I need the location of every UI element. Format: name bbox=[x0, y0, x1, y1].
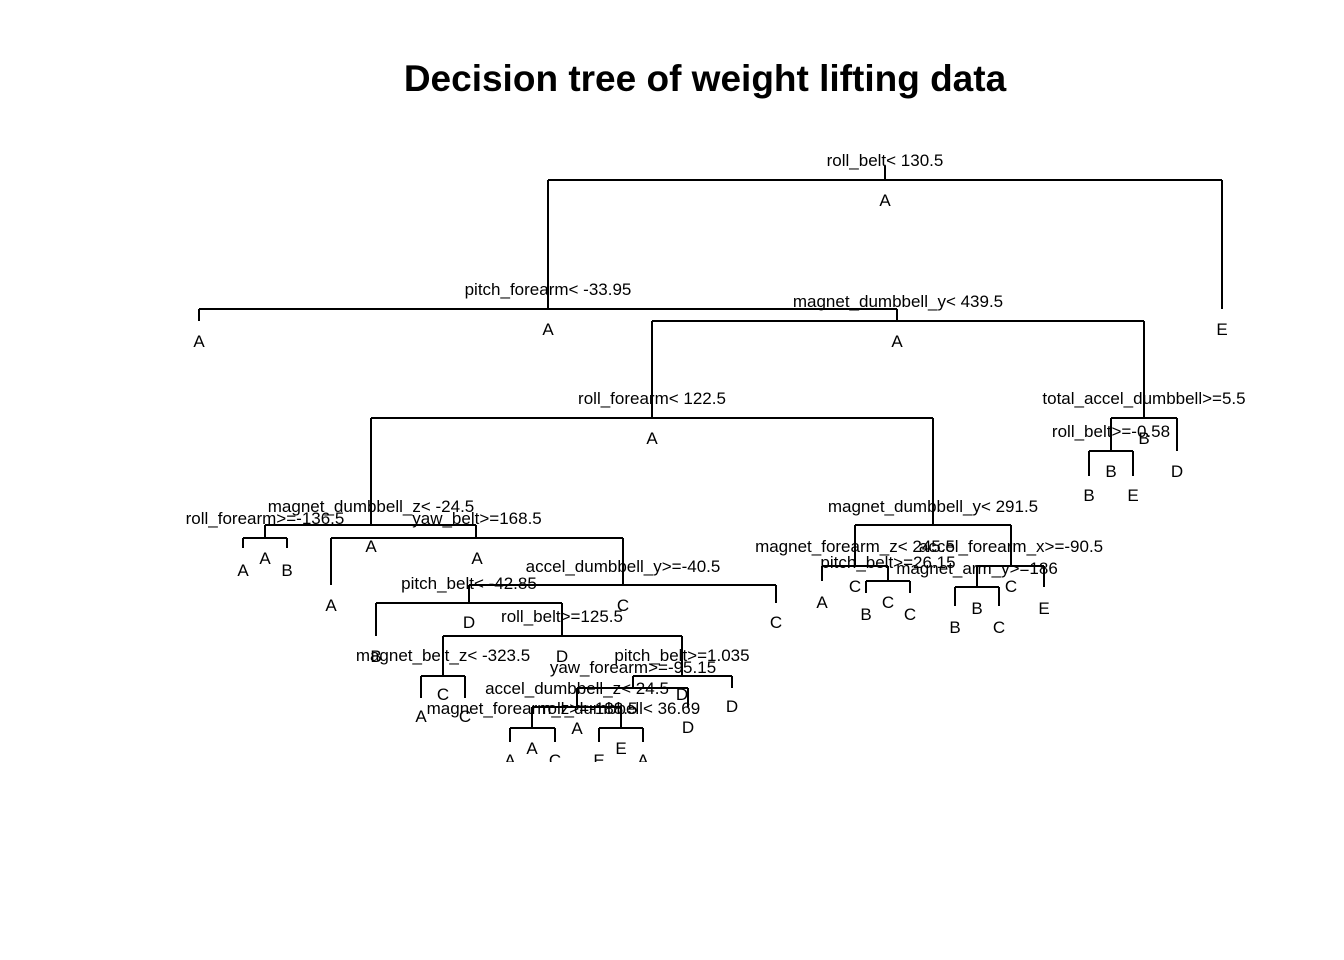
leaf-label: B bbox=[281, 561, 292, 580]
leaf-label: D bbox=[726, 697, 738, 716]
node-class-label: A bbox=[891, 332, 903, 351]
node-class-label: A bbox=[879, 191, 891, 210]
split-label: yaw_belt>=168.5 bbox=[412, 509, 542, 528]
leaf-label: B bbox=[1083, 486, 1094, 505]
split-label: accel_forearm_x>=-90.5 bbox=[919, 537, 1103, 556]
leaf-label: C bbox=[993, 618, 1005, 637]
split-label: magnet_dumbbell_z< -24.5 bbox=[268, 497, 475, 516]
node-class-label: C bbox=[437, 685, 449, 704]
node-class-label: A bbox=[259, 549, 271, 568]
leaf-label: C bbox=[459, 707, 471, 726]
leaf-label: A bbox=[237, 561, 249, 580]
node-class-label: E bbox=[615, 739, 626, 758]
leaf-label: A bbox=[415, 707, 427, 726]
node-class-label: A bbox=[365, 537, 377, 556]
split-label: yaw_forearm>=-95.15 bbox=[550, 658, 716, 677]
split-label: roll_forearm>=-136.5 bbox=[186, 509, 345, 528]
node-class-label: D bbox=[556, 647, 568, 666]
node-class-label: A bbox=[646, 429, 658, 448]
split-label: roll_belt< 130.5 bbox=[827, 151, 944, 170]
leaf-label: A bbox=[816, 593, 828, 612]
split-label: total_accel_dumbbell>=5.5 bbox=[1042, 389, 1245, 408]
split-label: pitch_belt>=26.15 bbox=[820, 553, 955, 572]
node-class-label: C bbox=[617, 596, 629, 615]
leaf-label: D bbox=[1171, 462, 1183, 481]
split-label: roll_dumbbell< 36.69 bbox=[542, 699, 700, 718]
split-label: magnet_forearm_z>=-188.5 bbox=[427, 699, 638, 718]
leaf-label: D bbox=[682, 718, 694, 737]
node-class-label: A bbox=[542, 320, 554, 339]
node-class-label: B bbox=[1138, 429, 1149, 448]
plot-clip-mask bbox=[0, 762, 1344, 960]
leaf-label: B bbox=[370, 647, 381, 666]
leaf-label: C bbox=[770, 613, 782, 632]
split-label: roll_belt>=-0.58 bbox=[1052, 422, 1170, 441]
chart-title: Decision tree of weight lifting data bbox=[403, 58, 1007, 99]
split-label: accel_dumbbell_y>=-40.5 bbox=[526, 557, 721, 576]
node-class-label: C bbox=[849, 577, 861, 596]
split-label: magnet_forearm_z< 245.5 bbox=[755, 537, 955, 556]
node-class-label: A bbox=[571, 719, 583, 738]
node-class-label: A bbox=[526, 739, 538, 758]
leaf-label: B bbox=[949, 618, 960, 637]
split-label: roll_belt>=125.5 bbox=[501, 607, 623, 626]
split-label: magnet_belt_z< -323.5 bbox=[356, 646, 530, 665]
split-label: roll_forearm< 122.5 bbox=[578, 389, 726, 408]
node-class-label: C bbox=[882, 593, 894, 612]
split-label: magnet_dumbbell_y< 291.5 bbox=[828, 497, 1038, 516]
leaf-label: E bbox=[593, 751, 604, 770]
leaf-label: A bbox=[193, 332, 205, 351]
node-class-label: A bbox=[471, 549, 483, 568]
node-class-label: B bbox=[1105, 462, 1116, 481]
leaf-label: E bbox=[1038, 599, 1049, 618]
leaf-label: B bbox=[860, 605, 871, 624]
node-class-label: D bbox=[463, 613, 475, 632]
split-label: pitch_forearm< -33.95 bbox=[465, 280, 632, 299]
split-label: magnet_arm_y>=186 bbox=[896, 559, 1058, 578]
leaf-label: E bbox=[1127, 486, 1138, 505]
node-class-label: C bbox=[1005, 577, 1017, 596]
node-class-label: D bbox=[676, 685, 688, 704]
leaf-label: E bbox=[1216, 320, 1227, 339]
leaf-label: A bbox=[325, 596, 337, 615]
split-label: accel_dumbbell_z< 24.5 bbox=[485, 679, 669, 698]
leaf-label: C bbox=[904, 605, 916, 624]
split-label: pitch_belt>=1.035 bbox=[614, 646, 749, 665]
split-label: magnet_dumbbell_y< 439.5 bbox=[793, 292, 1003, 311]
split-label: pitch_belt< -42.85 bbox=[401, 574, 537, 593]
leaf-label: B bbox=[971, 599, 982, 618]
